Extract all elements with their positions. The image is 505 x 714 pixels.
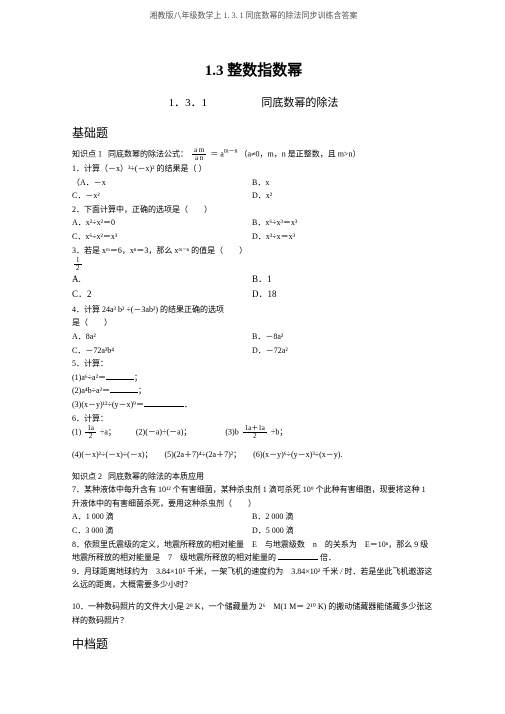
q4b: B．－8a² [252,330,412,344]
q2a: A．x²÷x²＝0 [72,216,252,230]
q5-3-txt: (3)(x－y)¹²÷(y－x)⁹＝ [72,400,144,409]
q6-frac3: 1a＋1a 2 [243,425,267,440]
kp1-exp: m－n [224,149,238,155]
q2b: B．x⁶÷x³＝x³ [252,216,412,230]
q4d: D．－72a² [252,344,412,358]
kp1: 知识点 1 同底数幂的除法公式： a m a n ＝ am－n （a≠0，m，n… [72,147,435,162]
kp2-text: 同底数幂的除法的本质应用 [108,472,204,481]
q3-frac: 1 2 [72,257,435,272]
q6-row: (1) 1a 2 ÷a； (2)(－a)÷(－a)； (3)b 1a＋1a 2 … [72,425,435,440]
q9: 9．月球距离地球约为 3.84×10⁵ 千米，一架飞机的速度约为 3.84×10… [72,565,435,592]
q4a: A．8a² [72,330,252,344]
q3a: A. [72,272,252,287]
kp1-label: 知识点 1 [72,149,102,158]
title-sub-number: 1．3．1 [169,94,259,110]
q2d: D．x³÷x＝x³ [252,230,412,244]
q3d: D．18 [252,287,412,302]
blank [110,384,138,393]
q4: 4．计算 24a³ b² ÷(－3ab²) 的结果正确的选项 [72,303,435,317]
q3b: B．1 [252,272,412,287]
q5-2-txt: (2)a⁴b÷a²＝ [72,386,110,395]
kp1-eq: ＝ a [210,149,224,158]
kp2: 知识点 2 同底数幂的除法的本质应用 [72,470,435,484]
q1a: （A．－x [72,176,252,190]
q6-f3d: 2 [243,433,267,440]
q6-1b: ÷a； [100,427,116,436]
blank [278,551,318,560]
q8t: 8．依照里氏震级的定义，地震所释放的相对能量 E 与地震级数 n 的关系为 E＝… [72,540,428,563]
q5-1: (1)a⁶÷a²＝； [72,371,435,385]
title-main: 1.3 整数指数幂 [72,59,435,80]
blank [144,398,184,407]
q7b: B．2 000 滴 [252,510,412,524]
kp1-note: （a≠0，m，n 是正整数，且 m>n） [240,149,361,158]
q3: 3．若是 xᵐ＝6，xⁿ＝3，那么 xᵐ⁻ⁿ 的值是（ ） [72,244,435,258]
q7d: D．5 000 滴 [252,524,412,538]
page-header: 湘教版八年级数学上 1. 3. 1 同底数幂的除法同步训练含答案 [72,10,435,21]
q5: 5．计算： [72,357,435,371]
q6-f1d: 2 [85,433,96,440]
q1d: D．x² [252,189,412,203]
q7a: A．1 000 滴 [72,510,252,524]
kp2-label: 知识点 2 [72,472,102,481]
q7t: 7．某种液体中每升含有 10¹² 个有害细菌，某种杀虫剂 1 滴可杀死 10⁹ … [72,483,435,510]
q1b: B．x [252,176,412,190]
q6-row2: (4)(－x)²÷(－x)÷(－x)； (5)(2a＋7)⁴÷(2a＋7)²； … [72,448,435,462]
frac-den: a n [192,155,206,162]
q3-frac-den: 2 [74,265,82,272]
q6-3b: ÷b； [271,427,287,436]
q5-2: (2)a⁴b÷a²＝； [72,384,435,398]
kp1-fraction: a m a n [192,147,206,162]
q8t2: 倍． [320,553,336,562]
title-sub-text: 同底数幂的除法 [261,97,338,109]
q5-3: (3)(x－y)¹²÷(y－x)⁹＝． [72,398,435,412]
q6-1a: (1) [72,427,81,436]
blank [106,371,134,380]
q7c: C．3 000 滴 [72,524,252,538]
title-sub: 1．3．1 同底数幂的除法 [72,94,435,110]
section-basic: 基础题 [72,124,435,141]
q6-3a: (3)b [225,427,238,436]
q4c: C．－72a²b⁴ [72,344,252,358]
kp1-text: 同底数幂的除法公式： [108,149,188,158]
q3c: C．2 [72,287,252,302]
q5-1-txt: (1)a⁶÷a²＝ [72,373,106,382]
q6-2: (2)(－a)÷(－a)； [136,427,191,436]
q1: 1．计算（－x）³÷(－x)² 的结果是（ ） [72,162,435,176]
q4-2: 是（ ） [72,316,435,330]
q6-frac1: 1a 2 [85,425,96,440]
q2: 2．下面计算中，正确的选项是（ ） [72,203,435,217]
q1c: C．－x² [72,189,252,203]
q8: 8．依照里氏震级的定义，地震所释放的相对能量 E 与地震级数 n 的关系为 E＝… [72,538,435,565]
q10: 10．一种数码照片的文件大小是 2⁸ K，一个储藏量为 2⁶ M(1 M＝ 2¹… [72,600,435,627]
q2c: C．x⁶÷x²＝x³ [72,230,252,244]
q3-half: 1 2 [74,257,82,272]
q6: 6．计算： [72,412,435,426]
section-mid: 中档题 [72,635,435,652]
